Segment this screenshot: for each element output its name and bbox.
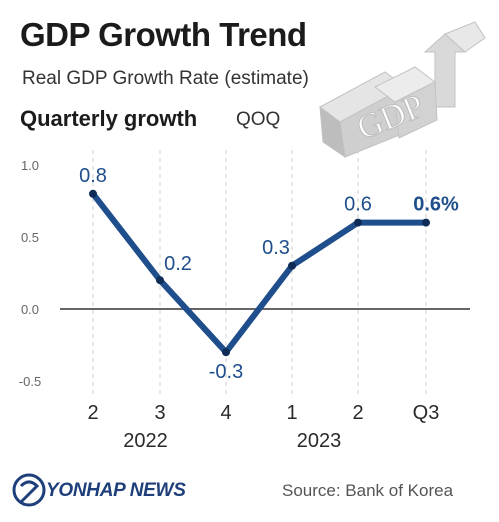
y-tick-label: 1.0 [21,158,39,173]
x-tick-label: 3 [154,402,165,424]
brand-name: YONHAP NEWS [46,480,186,501]
section-unit: QOQ [236,109,281,130]
x-tick-label: Q3 [413,402,440,424]
source-text: Source: Bank of Korea [282,481,454,500]
data-label: -0.3 [209,361,243,383]
data-point [156,276,164,285]
x-year-label: 2023 [297,430,342,452]
y-axis-ticks: 1.0 0.5 0.0 -0.5 [19,158,41,389]
x-year-label: 2022 [123,430,168,452]
data-point [288,261,296,270]
page-title: GDP Growth Trend [20,16,307,53]
data-point [422,218,430,227]
y-tick-label: -0.5 [19,374,41,389]
x-tick-label: 4 [220,402,231,424]
subtitle: Real GDP Growth Rate (estimate) [22,68,309,89]
data-label: 0.2 [164,253,192,275]
data-label: 0.3 [262,237,290,259]
data-point [89,189,97,198]
data-label: 0.8 [79,165,107,187]
section-label: Quarterly growth [20,106,198,131]
data-labels: 0.8 0.2 -0.3 0.3 0.6 0.6% [79,165,459,383]
series-line [90,190,429,356]
chart-series [89,189,430,357]
yonhap-logo-icon [12,473,46,507]
chart-grid [60,150,470,395]
gdp-3d-letters-icon: GDP [319,21,486,159]
x-axis-ticks: 2 3 4 1 2 Q3 2022 2023 [87,402,439,452]
line-chart: 1.0 0.5 0.0 -0.5 2 3 4 1 2 Q3 2022 2023 0.8 0.2 -0.3… [19,150,470,452]
data-label: 0.6% [413,194,459,216]
y-tick-label: 0.5 [21,230,39,245]
x-tick-label: 1 [286,402,297,424]
data-point [354,218,362,227]
x-tick-label: 2 [352,402,363,424]
data-label: 0.6 [344,194,372,216]
data-point [222,348,230,357]
y-tick-label: 0.0 [21,302,39,317]
x-tick-label: 2 [87,402,98,424]
